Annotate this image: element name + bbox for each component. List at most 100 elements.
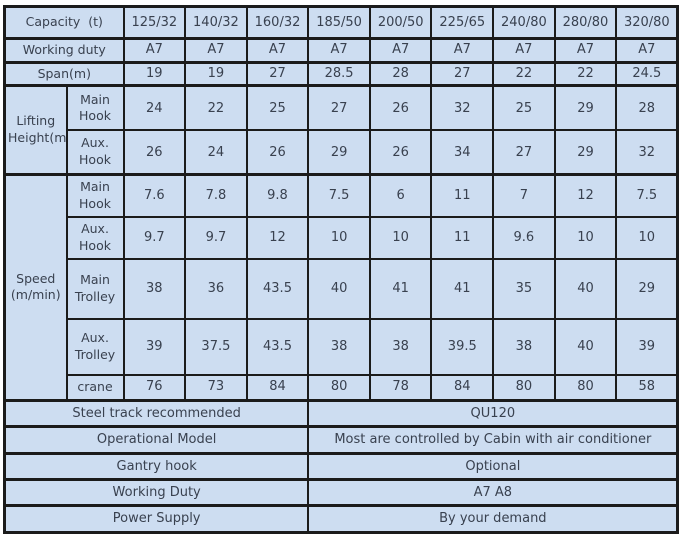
lifting-main-hook-value-cell: 32	[430, 84, 495, 132]
capacity-row: Capacity (t) 125/32 140/32 160/32 185/50 200…	[3, 5, 679, 40]
speed-main-trolley-value-cell: 41	[368, 258, 433, 320]
working-duty-value-cell: A7	[492, 36, 556, 64]
span-label: Span(m)	[3, 60, 125, 87]
speed-aux-hook-value-cell: 9.7	[122, 216, 187, 261]
working-duty-value-cell: A7	[615, 36, 679, 64]
lifting-main-hook-value-cell: 25	[492, 84, 556, 132]
span-value-cell: 28.5	[307, 60, 371, 87]
capacity-value-cell: 200/50	[368, 5, 433, 40]
capacity-value-cell: 160/32	[245, 5, 310, 40]
speed-aux-trolley-value-cell: 39	[122, 317, 187, 376]
speed-aux-hook-value-cell: 9.7	[184, 216, 248, 261]
span-row: Span(m) 19 19 27 28.5 28 27 22 22 24.5	[3, 60, 679, 87]
working-duty-value-cell: A7	[430, 36, 495, 64]
speed-main-hook-row: Speed (m/min) Main Hook 7.6 7.8 9.8 7.5 6 11 7…	[3, 173, 679, 402]
speed-aux-trolley-value-cell: 40	[553, 317, 618, 376]
speed-main-trolley-value-cell: 38	[122, 258, 187, 320]
working-duty-value-cell: A7	[307, 36, 371, 64]
span-value-cell: 19	[184, 60, 248, 87]
speed-aux-trolley-value-cell: 38	[368, 317, 433, 376]
speed-crane-label: crane	[65, 373, 125, 402]
lifting-main-hook-label: Main Hook	[65, 84, 125, 132]
working-duty-value-cell: A7	[184, 36, 248, 64]
span-value-cell: 22	[553, 60, 618, 87]
speed-crane-value-cell: 76	[122, 373, 187, 402]
capacity-label: Capacity (t)	[3, 5, 125, 40]
speed-crane-value-cell: 80	[553, 373, 618, 402]
speed-main-trolley-value-cell: 40	[553, 258, 618, 320]
speed-aux-hook-value-cell: 10	[307, 216, 371, 261]
speed-main-hook-value-cell: 7.8	[184, 173, 248, 219]
working-duty-value-cell: A7	[553, 36, 618, 64]
capacity-value-cell: 225/65	[430, 5, 495, 40]
working-duty-label: Working duty	[3, 36, 125, 64]
span-value-cell: 24.5	[615, 60, 679, 87]
speed-aux-hook-value-cell: 9.6	[492, 216, 556, 261]
speed-main-trolley-value-cell: 40	[307, 258, 371, 320]
gantry-hook-value: Optional	[307, 451, 679, 481]
working-duty-value-cell: A7	[368, 36, 433, 64]
speed-main-trolley-value-cell: 36	[184, 258, 248, 320]
lifting-height-group-label: Lifting Height(m)	[3, 84, 68, 176]
speed-main-trolley-value-cell: 29	[615, 258, 679, 320]
speed-main-hook-label: Main Hook	[65, 173, 125, 219]
speed-aux-hook-value-cell: 10	[368, 216, 433, 261]
speed-crane-value-cell: 84	[430, 373, 495, 402]
speed-main-hook-value-cell: 6	[368, 173, 433, 219]
capacity-value-cell: 140/32	[184, 5, 248, 40]
speed-main-hook-value-cell: 7.5	[615, 173, 679, 219]
capacity-value-cell: 280/80	[553, 5, 618, 40]
speed-crane-row: crane 76 73 84 80 78 84 80 80 58	[5, 373, 679, 402]
speed-aux-trolley-value-cell: 37.5	[184, 317, 248, 376]
speed-aux-trolley-row: Aux. Trolley 39 37.5 43.5 38 38 39.5 38 40 39	[5, 317, 679, 376]
power-supply-row: Power Supply By your demand	[3, 504, 679, 534]
speed-main-hook-value-cell: 11	[430, 173, 495, 219]
lifting-aux-hook-value-cell: 26	[122, 129, 187, 176]
lifting-aux-hook-label: Aux. Hook	[65, 129, 125, 176]
spec-table: Capacity (t) 125/32 140/32 160/32 185/50 200…	[3, 5, 680, 534]
lifting-aux-hook-value-cell: 24	[184, 129, 248, 176]
lifting-main-hook-value-cell: 29	[553, 84, 618, 132]
capacity-value-cell: 125/32	[122, 5, 187, 40]
span-value-cell: 19	[122, 60, 187, 87]
working-duty-row: Working duty A7 A7 A7 A7 A7 A7 A7 A7 A7	[3, 36, 679, 64]
span-value-cell: 28	[368, 60, 433, 87]
span-value-cell: 27	[245, 60, 310, 87]
steel-track-label: Steel track recommended	[3, 398, 310, 428]
gantry-hook-row: Gantry hook Optional	[3, 451, 679, 481]
lifting-main-hook-value-cell: 24	[122, 84, 187, 132]
speed-group-label: Speed (m/min)	[3, 173, 68, 402]
speed-aux-trolley-label: Aux. Trolley	[65, 317, 125, 376]
speed-main-trolley-value-cell: 35	[492, 258, 556, 320]
speed-crane-value-cell: 58	[615, 373, 679, 402]
lifting-aux-hook-row: Aux. Hook 26 24 26 29 26 34 27 29 32	[5, 129, 679, 176]
lifting-aux-hook-value-cell: 32	[615, 129, 679, 176]
operational-model-label: Operational Model	[3, 425, 310, 455]
steel-track-row: Steel track recommended QU120	[3, 398, 679, 428]
gantry-hook-label: Gantry hook	[3, 451, 310, 481]
working-duty-value-cell: A7	[122, 36, 187, 64]
speed-aux-trolley-value-cell: 38	[492, 317, 556, 376]
speed-aux-hook-label: Aux. Hook	[65, 216, 125, 261]
lifting-main-hook-row: Lifting Height(m) Main Hook 24 22 25 27 26 32…	[3, 84, 679, 176]
speed-main-trolley-value-cell: 41	[430, 258, 495, 320]
operational-model-row: Operational Model Most are controlled by…	[3, 425, 679, 455]
lifting-aux-hook-value-cell: 27	[492, 129, 556, 176]
capacity-value-cell: 240/80	[492, 5, 556, 40]
power-supply-value: By your demand	[307, 504, 679, 534]
operational-model-value: Most are controlled by Cabin with air co…	[307, 425, 679, 455]
speed-aux-hook-value-cell: 12	[245, 216, 310, 261]
capacity-value-cell: 185/50	[307, 5, 371, 40]
speed-aux-trolley-value-cell: 43.5	[245, 317, 310, 376]
speed-main-hook-value-cell: 7	[492, 173, 556, 219]
speed-aux-hook-value-cell: 10	[615, 216, 679, 261]
speed-aux-trolley-value-cell: 38	[307, 317, 371, 376]
working-duty-value-cell: A7	[245, 36, 310, 64]
span-value-cell: 27	[430, 60, 495, 87]
speed-crane-value-cell: 80	[492, 373, 556, 402]
working-duty-footer-value: A7 A8	[307, 477, 679, 507]
lifting-aux-hook-value-cell: 34	[430, 129, 495, 176]
speed-main-trolley-row: Main Trolley 38 36 43.5 40 41 41 35 40 29	[5, 258, 679, 320]
speed-aux-hook-value-cell: 11	[430, 216, 495, 261]
lifting-main-hook-value-cell: 25	[245, 84, 310, 132]
